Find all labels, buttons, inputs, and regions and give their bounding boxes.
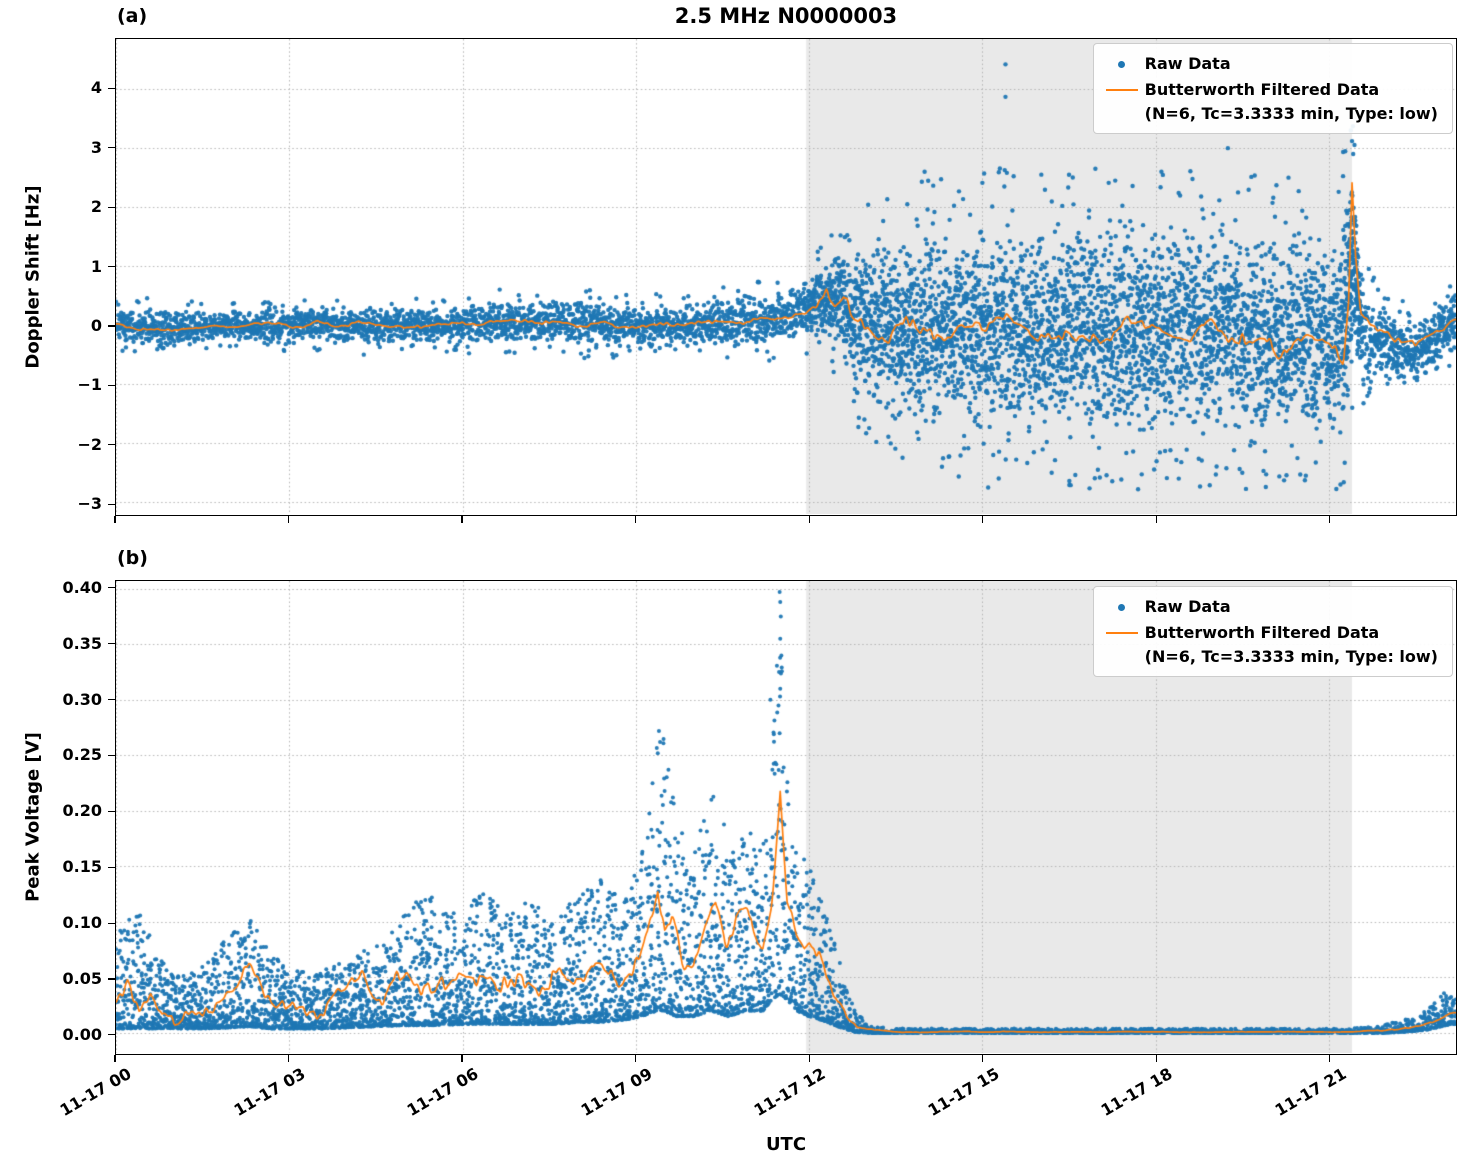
- y-tick-label: 0.00: [62, 1024, 102, 1044]
- y-tick-label: 0: [90, 315, 102, 335]
- legend-filtered-data-label: Butterworth Filtered Data: [1144, 623, 1380, 642]
- x-tick-mark: [635, 516, 637, 523]
- raw-data-marker-icon: [1099, 60, 1145, 68]
- panel-b-legend: Raw Data Butterworth Filtered Data (N=6,…: [1092, 586, 1453, 677]
- y-tick-mark: [108, 1034, 115, 1036]
- y-tick-label: 0.05: [62, 969, 102, 988]
- x-tick-mark: [808, 516, 810, 523]
- filtered-data-marker-icon: [1099, 89, 1145, 91]
- legend-item-raw-data: Raw Data: [1099, 51, 1438, 77]
- y-tick-label: −3: [77, 494, 102, 514]
- x-tick-mark: [982, 1055, 984, 1062]
- legend-raw-data-label: Raw Data: [1144, 54, 1231, 73]
- y-tick-label: −1: [77, 375, 102, 395]
- y-tick-label: 0.35: [62, 633, 102, 653]
- y-tick-label: −2: [77, 434, 102, 454]
- raw-data-marker-icon: [1099, 603, 1145, 611]
- y-tick-label: 2: [90, 197, 102, 217]
- y-tick-mark: [108, 978, 115, 980]
- x-tick-mark: [461, 1055, 463, 1062]
- x-tick-mark: [982, 516, 984, 523]
- y-tick-mark: [108, 384, 115, 386]
- y-tick-label: 1: [90, 256, 102, 276]
- x-tick-mark: [114, 1055, 116, 1062]
- legend-filtered-data-label: Butterworth Filtered Data: [1144, 80, 1380, 99]
- y-tick-mark: [108, 643, 115, 645]
- legend-item-filtered-data: Butterworth Filtered Data: [1099, 620, 1438, 646]
- chart-title: 2.5 MHz N0000003: [674, 4, 898, 28]
- x-tick-mark: [1155, 1055, 1157, 1062]
- legend-item-filtered-data-params: (N=6, Tc=3.3333 min, Type: low): [1099, 103, 1438, 125]
- x-tick-mark: [1329, 516, 1331, 523]
- y-tick-label: 0.25: [62, 745, 102, 765]
- y-tick-label: 0.10: [62, 913, 102, 933]
- panel-a-legend: Raw Data Butterworth Filtered Data (N=6,…: [1092, 43, 1453, 134]
- x-tick-mark: [808, 1055, 810, 1062]
- y-tick-mark: [108, 325, 115, 327]
- x-tick-mark: [1155, 516, 1157, 523]
- x-axis-label: UTC: [765, 1134, 807, 1155]
- y-tick-mark: [108, 810, 115, 812]
- y-tick-mark: [108, 206, 115, 208]
- legend-filtered-data-params: (N=6, Tc=3.3333 min, Type: low): [1144, 104, 1438, 123]
- y-tick-label: 0.30: [62, 689, 102, 709]
- y-tick-mark: [108, 87, 115, 90]
- y-tick-mark: [108, 444, 115, 446]
- legend-filtered-data-params: (N=6, Tc=3.3333 min, Type: low): [1144, 647, 1438, 666]
- y-tick-mark: [108, 503, 115, 505]
- y-tick-mark: [108, 147, 115, 149]
- y-tick-mark: [108, 754, 115, 757]
- legend-item-filtered-data: Butterworth Filtered Data: [1099, 77, 1438, 103]
- y-tick-label: 0.40: [62, 577, 102, 597]
- y-tick-mark: [108, 866, 115, 868]
- legend-raw-data-label: Raw Data: [1144, 597, 1231, 616]
- x-tick-mark: [635, 1055, 637, 1062]
- x-tick-mark: [461, 516, 463, 523]
- panel-b-label: (b): [117, 547, 148, 569]
- x-tick-mark: [287, 1055, 290, 1062]
- legend-item-raw-data: Raw Data: [1099, 594, 1438, 620]
- legend-item-filtered-data-params: (N=6, Tc=3.3333 min, Type: low): [1099, 646, 1438, 668]
- y-tick-label: 0.15: [62, 857, 102, 877]
- y-tick-label: 4: [90, 78, 102, 98]
- y-tick-mark: [108, 698, 115, 701]
- filtered-data-marker-icon: [1099, 632, 1145, 634]
- y-tick-mark: [108, 587, 115, 589]
- panel-a-label: (a): [117, 5, 148, 27]
- x-tick-mark: [1329, 1055, 1331, 1062]
- x-tick-mark: [114, 516, 116, 523]
- x-tick-mark: [287, 516, 290, 523]
- y-tick-label: 3: [90, 137, 102, 157]
- y-tick-mark: [108, 922, 115, 924]
- y-tick-label: 0.20: [62, 801, 102, 821]
- y-tick-mark: [108, 266, 115, 268]
